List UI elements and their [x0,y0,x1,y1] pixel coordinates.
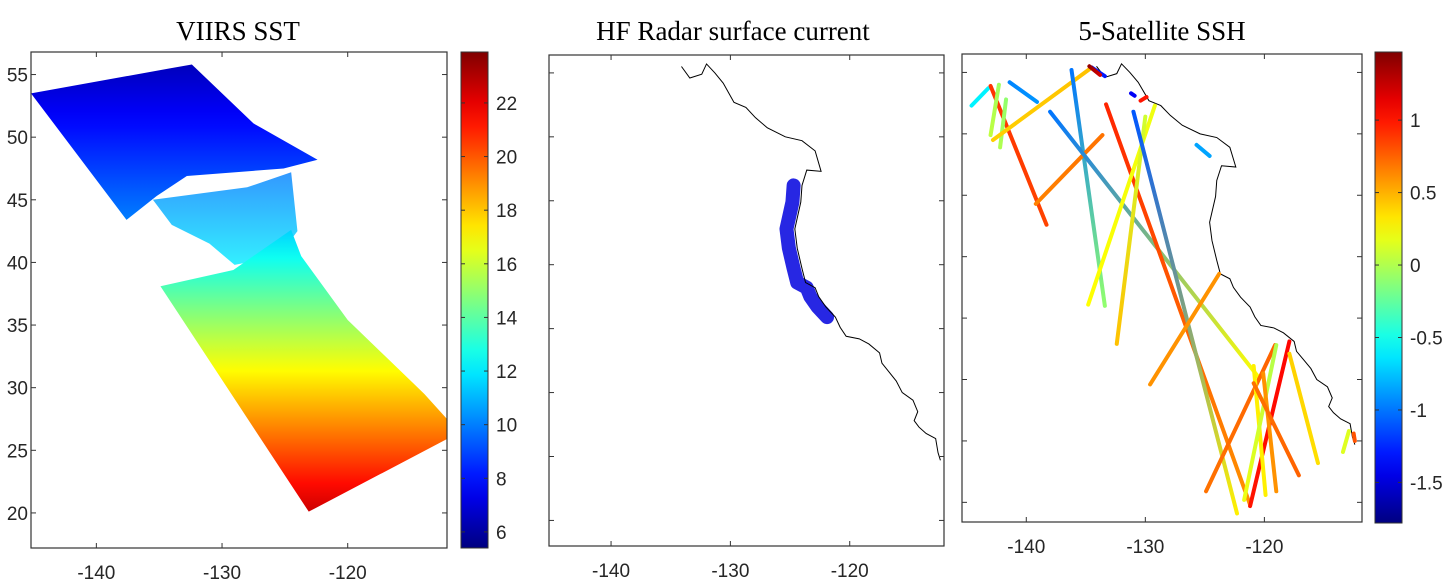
y-tick-label: 25 [7,441,28,462]
colorbar-tick-label: 10 [496,416,517,437]
x-tick-label: -120 [831,561,869,582]
ssh-track [988,82,1001,138]
colorbar-tick-label: 6 [496,523,507,544]
colorbar-tick-label: 20 [496,148,517,169]
y-tick-label: 30 [7,379,28,400]
x-tick-label: -130 [711,561,749,582]
ssh-track [1048,109,1261,380]
colorbar-tick-label: 16 [496,255,517,276]
ssh-track [1351,431,1357,443]
colorbar-tick-label: -1 [1410,401,1427,422]
hf-radar-coverage [779,178,835,325]
sst-swath [160,229,448,512]
ssh-track [1340,429,1351,454]
ssh-track [1242,343,1279,502]
x-tick-label: -130 [1126,537,1164,558]
ssh-track [1261,371,1279,494]
sst-panel: -140 -130 -120 20 25 30 35 40 45 50 55 [7,51,448,584]
ssh-track [969,86,991,108]
x-tick-label: -140 [77,563,115,584]
colorbar-tick-label: -1.5 [1410,473,1443,494]
ssh-track [998,97,1009,150]
ssh-track [1204,343,1278,494]
axes-box [548,54,945,547]
y-tick-label: 50 [7,128,28,149]
colorbar-tick-label: -0.5 [1410,328,1443,349]
ssh-track [1194,142,1212,158]
colorbar-tick-label: 18 [496,201,517,222]
x-tick-label: -120 [1245,537,1283,558]
ssh-track [1087,64,1103,77]
sst-colorbar: 6 8 10 12 14 16 18 20 22 [460,51,518,549]
y-tick-label: 40 [7,253,28,274]
colorbar-tick-label: 0.5 [1410,184,1436,205]
ssh-panel-title: 5-Satellite SSH [1078,16,1245,46]
hf-radar-panel-title: HF Radar surface current [596,16,870,46]
ssh-track [1129,91,1137,98]
colorbar-tick-label: 14 [496,308,518,329]
y-tick-label: 45 [7,191,28,212]
ssh-track [1138,94,1149,103]
colorbar-bar [460,51,489,549]
hf-radar-panel: -140 -130 -120 [548,54,945,582]
y-tick-label: 35 [7,316,28,337]
coastline [681,63,941,461]
x-tick-label: -140 [1007,537,1045,558]
colorbar-tick-label: 1 [1410,111,1421,132]
colorbar-tick-label: 0 [1410,256,1421,277]
colorbar-bar [1374,51,1403,524]
x-tick-label: -140 [592,561,630,582]
sst-swath [31,64,318,220]
x-tick-label: -120 [329,563,367,584]
coastline [1096,62,1356,445]
ssh-track [1104,102,1253,507]
ssh-track [1114,114,1148,346]
ssh-track [1287,351,1320,466]
ssh-track [1033,133,1105,206]
axes-box [961,53,1363,523]
ssh-panel: -140 -130 -120 [961,53,1363,558]
y-tick-label: 55 [7,66,28,87]
ssh-colorbar: -1.5 -1 -0.5 0 0.5 1 [1374,51,1443,524]
colorbar-tick-label: 8 [496,469,507,490]
ssh-track [990,65,1094,142]
ssh-track [1131,109,1239,516]
sst-panel-title: VIIRS SST [176,16,300,46]
ssh-track [1007,80,1039,104]
colorbar-tick-label: 22 [496,94,517,115]
sst-swath [152,172,298,265]
ssh-track [1148,271,1222,387]
x-tick-label: -130 [203,563,241,584]
ssh-track [1251,381,1301,478]
colorbar-tick-label: 12 [496,362,517,383]
y-tick-label: 20 [7,504,28,525]
axes-box [30,51,448,549]
